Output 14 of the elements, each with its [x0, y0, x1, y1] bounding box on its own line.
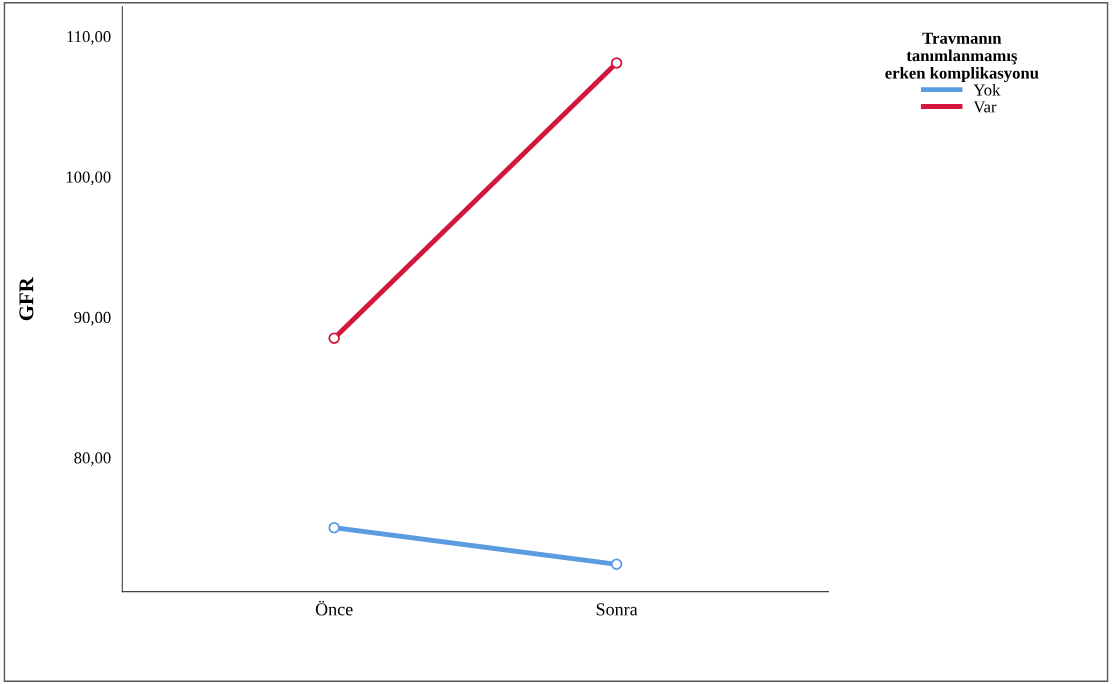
y-tick-label: 100,00 — [66, 171, 111, 186]
point — [610, 57, 623, 69]
x-tick-label: Önce — [315, 600, 353, 616]
y-axis-title: GFR — [19, 277, 34, 321]
y-tick-label: 80,00 — [74, 452, 111, 466]
point — [328, 332, 340, 344]
point — [610, 558, 623, 571]
legend-label: Yok — [973, 83, 1001, 96]
point — [328, 522, 340, 534]
y-tick-label: 110,00 — [67, 31, 111, 45]
legend-label: Var — [973, 101, 997, 113]
x-tick-label: Sonra — [596, 603, 638, 616]
legend-title: Travmanın tanımlanmamış erken komplikasyonu — [885, 32, 1039, 83]
y-tick-label: 90,00 — [74, 311, 111, 326]
